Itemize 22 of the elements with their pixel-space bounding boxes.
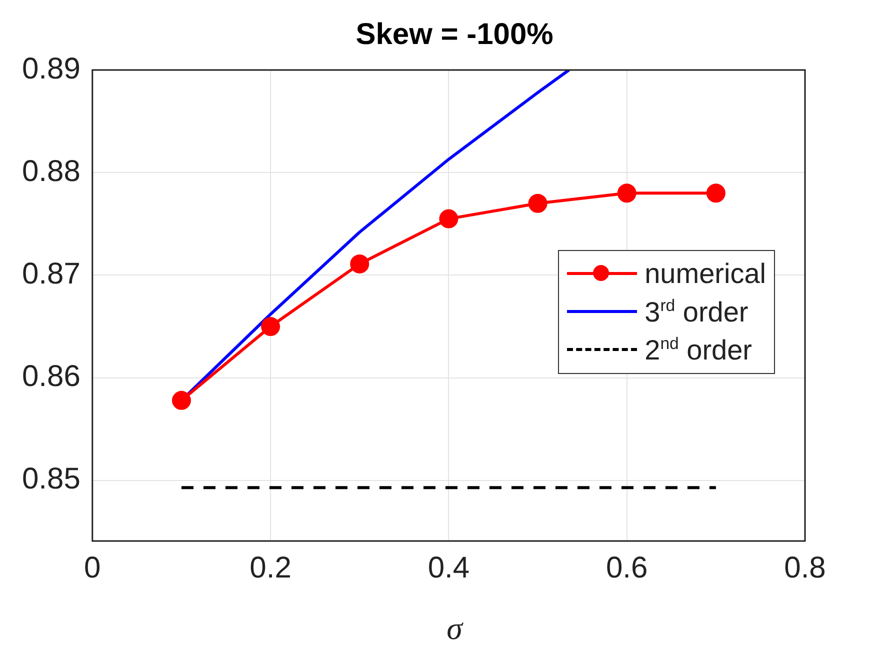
point — [172, 390, 191, 410]
y-tick-label: 0.88 — [22, 154, 80, 188]
x-tick-label: 0 — [84, 551, 101, 584]
x-axis-title: σ — [446, 610, 464, 647]
point — [617, 184, 636, 203]
legend-label: numerical — [644, 258, 766, 290]
point — [350, 254, 370, 274]
y-tick-label: 0.85 — [22, 462, 80, 496]
point — [261, 317, 280, 336]
y-tick-label: 0.86 — [22, 360, 80, 394]
point — [706, 184, 726, 203]
x-tick-label: 0.6 — [606, 551, 648, 584]
point — [439, 209, 458, 228]
y-tick-label: 0.89 — [22, 52, 80, 86]
chart-title: Skew = -100% — [354, 18, 554, 52]
x-tick-label: 0.8 — [784, 551, 826, 584]
legend-label: 3$^{rd}$ order — [644, 296, 748, 328]
legend-label: 2$^{nd}$ order — [644, 334, 752, 366]
x-tick-label: 0.4 — [428, 551, 470, 584]
y-tick-label: 0.87 — [22, 257, 80, 290]
point — [528, 194, 548, 213]
x-tick-label: 0.2 — [250, 551, 292, 584]
